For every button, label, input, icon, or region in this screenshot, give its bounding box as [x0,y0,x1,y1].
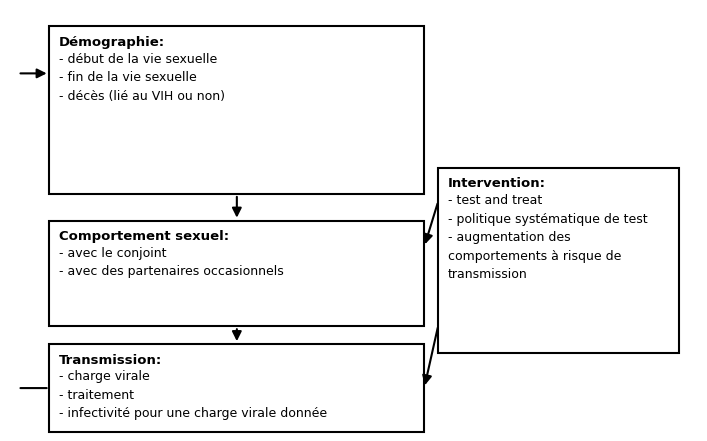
Text: Transmission:: Transmission: [59,354,162,366]
Text: - test and treat: - test and treat [448,194,542,207]
Text: Intervention:: Intervention: [448,177,546,190]
Text: - traitement: - traitement [59,389,134,402]
Text: - infectivité pour une charge virale donnée: - infectivité pour une charge virale don… [59,407,327,420]
Bar [49,344,424,432]
Bar [438,168,679,353]
Text: Comportement sexuel:: Comportement sexuel: [59,230,229,243]
Text: - politique systématique de test: - politique systématique de test [448,213,647,225]
Text: transmission: transmission [448,268,527,281]
Text: - avec le conjoint: - avec le conjoint [59,247,166,260]
Text: comportements à risque de: comportements à risque de [448,250,621,262]
Bar [49,220,424,326]
Bar [49,26,424,194]
Text: - augmentation des: - augmentation des [448,231,570,244]
Text: - décès (lié au VIH ou non): - décès (lié au VIH ou non) [59,90,225,103]
Text: - avec des partenaires occasionnels: - avec des partenaires occasionnels [59,265,284,278]
Text: - charge virale: - charge virale [59,370,149,383]
Text: - début de la vie sexuelle: - début de la vie sexuelle [59,53,217,66]
Text: Démographie:: Démographie: [59,36,165,49]
Text: - fin de la vie sexuelle: - fin de la vie sexuelle [59,71,197,84]
